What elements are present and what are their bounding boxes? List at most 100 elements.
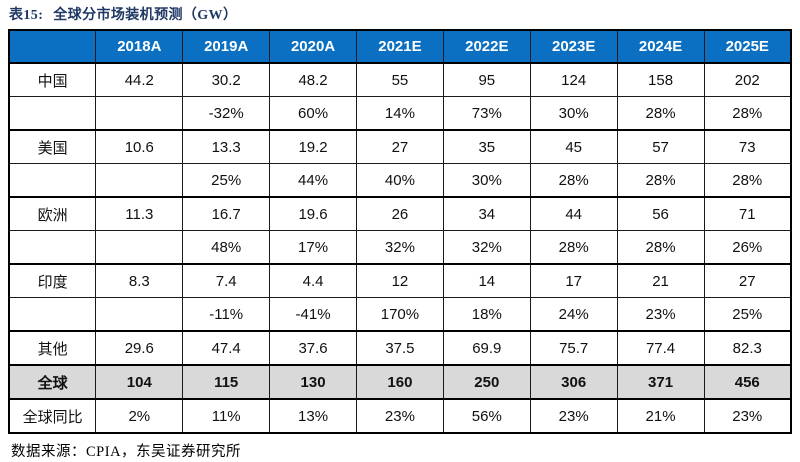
data-cell: 160 (356, 364, 444, 400)
table-row-其他: 其他 29.6 47.4 37.6 37.5 69.9 75.7 77.4 82.3 (8, 330, 792, 366)
header-year-2022E: 2022E (442, 29, 531, 64)
table-row-growth: -11% -41% 170% 18% 24% 23% 25% (8, 297, 792, 332)
row-label (8, 163, 97, 198)
data-cell: 19.2 (269, 129, 357, 164)
data-cell: 12 (356, 263, 444, 298)
table-header: 2018A 2019A 2020A 2021E 2022E 2023E 2024E 2025E (8, 29, 792, 64)
header-empty-cell (8, 29, 97, 64)
data-cell: 11.3 (95, 196, 184, 231)
data-cell: 371 (616, 364, 705, 400)
header-year-2023E: 2023E (529, 29, 618, 64)
table-row-全球同比: 全球同比 2% 11% 13% 23% 56% 23% 21% 23% (8, 398, 792, 434)
table-body: 中国 44.2 30.2 48.2 55 95 124 158 202 -32% 60% 14% 73%… (8, 62, 792, 434)
row-label: 美国 (8, 129, 97, 164)
data-cell: 28% (703, 163, 792, 198)
data-cell: 40% (356, 163, 444, 198)
data-cell: 30% (529, 96, 618, 131)
data-cell: -11% (182, 297, 271, 332)
data-source-note: 数据来源：CPIA，东吴证券研究所 (11, 444, 242, 460)
data-cell (95, 96, 184, 131)
data-cell: 35 (442, 129, 531, 164)
data-cell: 48.2 (269, 62, 357, 97)
header-year-2018A: 2018A (95, 29, 184, 64)
data-cell: 104 (95, 364, 184, 400)
data-cell: 4.4 (269, 263, 357, 298)
data-cell: 25% (182, 163, 271, 198)
data-cell: 44 (529, 196, 618, 231)
data-cell: 27 (703, 263, 792, 298)
data-cell: 30% (442, 163, 531, 198)
table-row-growth: 25% 44% 40% 30% 28% 28% 28% (8, 163, 792, 198)
data-cell: 19.6 (269, 196, 357, 231)
table-title-text: 全球分市场装机预测（GW） (53, 8, 238, 23)
data-cell: 28% (529, 230, 618, 265)
data-cell: 56% (442, 398, 531, 434)
data-cell: 130 (269, 364, 357, 400)
data-cell: 456 (703, 364, 792, 400)
header-year-2019A: 2019A (182, 29, 271, 64)
data-cell: 306 (529, 364, 618, 400)
data-cell: 28% (703, 96, 792, 131)
header-year-2020A: 2020A (269, 29, 357, 64)
data-cell: -41% (269, 297, 357, 332)
header-year-2025E: 2025E (703, 29, 792, 64)
data-cell: 26 (356, 196, 444, 231)
data-cell: 21% (616, 398, 705, 434)
header-year-2024E: 2024E (616, 29, 705, 64)
data-cell (95, 230, 184, 265)
data-cell: 14 (442, 263, 531, 298)
data-cell: 21 (616, 263, 705, 298)
header-year-2021E: 2021E (356, 29, 444, 64)
data-cell: 69.9 (442, 330, 531, 366)
data-cell: 44.2 (95, 62, 184, 97)
data-cell: 170% (356, 297, 444, 332)
data-cell: 24% (529, 297, 618, 332)
data-cell: 28% (616, 230, 705, 265)
data-cell: 17% (269, 230, 357, 265)
data-cell: 55 (356, 62, 444, 97)
data-cell: 25% (703, 297, 792, 332)
data-cell: 95 (442, 62, 531, 97)
data-cell: 11% (182, 398, 271, 434)
row-label: 中国 (8, 62, 97, 97)
row-label: 全球 (8, 364, 97, 400)
data-cell: 17 (529, 263, 618, 298)
row-label (8, 230, 97, 265)
data-cell: 26% (703, 230, 792, 265)
row-label: 印度 (8, 263, 97, 298)
data-cell: 28% (616, 163, 705, 198)
table-row-全球: 全球 104 115 130 160 250 306 371 456 (8, 364, 792, 400)
data-cell: 8.3 (95, 263, 184, 298)
row-label (8, 96, 97, 131)
data-cell: 44% (269, 163, 357, 198)
data-cell: 34 (442, 196, 531, 231)
header-row: 2018A 2019A 2020A 2021E 2022E 2023E 2024E 2025E (8, 29, 792, 64)
data-cell: 75.7 (529, 330, 618, 366)
data-cell: 7.4 (182, 263, 271, 298)
data-cell: 202 (703, 62, 792, 97)
data-cell: 32% (442, 230, 531, 265)
data-cell: 28% (529, 163, 618, 198)
row-label: 欧洲 (8, 196, 97, 231)
data-cell: 23% (356, 398, 444, 434)
data-cell: 115 (182, 364, 271, 400)
table-row-growth: -32% 60% 14% 73% 30% 28% 28% (8, 96, 792, 131)
data-cell: 73% (442, 96, 531, 131)
row-label: 其他 (8, 330, 97, 366)
data-cell: 45 (529, 129, 618, 164)
data-cell (95, 163, 184, 198)
data-cell: 124 (529, 62, 618, 97)
data-cell: 13.3 (182, 129, 271, 164)
data-cell: 37.5 (356, 330, 444, 366)
data-cell: 23% (616, 297, 705, 332)
data-cell: 82.3 (703, 330, 792, 366)
data-cell (95, 297, 184, 332)
data-cell: 13% (269, 398, 357, 434)
global-installation-forecast-table: 2018A 2019A 2020A 2021E 2022E 2023E 2024E 2025E… (8, 29, 792, 434)
data-cell: 16.7 (182, 196, 271, 231)
data-cell: 57 (616, 129, 705, 164)
data-cell: 32% (356, 230, 444, 265)
data-cell: 2% (95, 398, 184, 434)
data-cell: 71 (703, 196, 792, 231)
